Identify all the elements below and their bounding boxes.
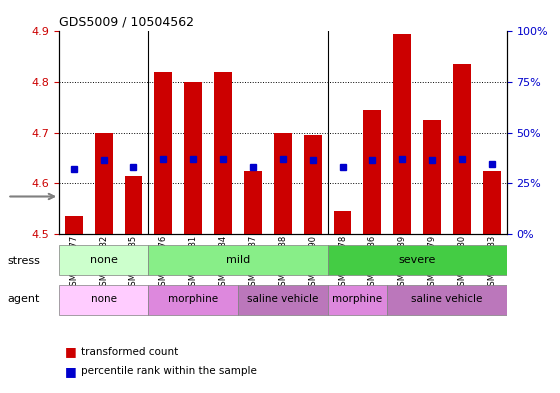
Text: mild: mild xyxy=(226,255,250,265)
Bar xyxy=(148,285,238,315)
Text: stress: stress xyxy=(7,255,40,266)
Bar xyxy=(59,245,148,275)
Bar xyxy=(363,110,381,234)
Bar xyxy=(304,135,321,234)
Bar xyxy=(274,132,292,234)
Text: agent: agent xyxy=(7,294,40,305)
Text: severe: severe xyxy=(399,255,436,265)
Bar xyxy=(328,245,507,275)
Text: morphine: morphine xyxy=(333,294,382,304)
Bar xyxy=(393,34,411,234)
Text: saline vehicle: saline vehicle xyxy=(412,294,483,304)
Bar xyxy=(328,285,388,315)
Bar xyxy=(155,72,172,234)
Text: morphine: morphine xyxy=(168,294,218,304)
Text: transformed count: transformed count xyxy=(81,347,179,357)
Bar xyxy=(184,82,202,234)
Bar xyxy=(124,176,142,234)
Text: ■: ■ xyxy=(64,365,76,378)
Bar xyxy=(483,171,501,234)
Text: percentile rank within the sample: percentile rank within the sample xyxy=(81,366,257,376)
Bar xyxy=(148,245,328,275)
Bar xyxy=(214,72,232,234)
Bar xyxy=(238,285,328,315)
Bar xyxy=(59,285,148,315)
Text: GDS5009 / 10504562: GDS5009 / 10504562 xyxy=(59,16,194,29)
Text: none: none xyxy=(90,255,118,265)
Bar xyxy=(334,211,352,234)
Bar xyxy=(423,120,441,234)
Text: none: none xyxy=(91,294,116,304)
Text: saline vehicle: saline vehicle xyxy=(247,294,319,304)
Bar xyxy=(95,132,113,234)
Bar xyxy=(65,216,83,234)
Bar xyxy=(388,285,507,315)
Bar xyxy=(244,171,262,234)
Text: ■: ■ xyxy=(64,345,76,358)
Bar xyxy=(453,64,471,234)
